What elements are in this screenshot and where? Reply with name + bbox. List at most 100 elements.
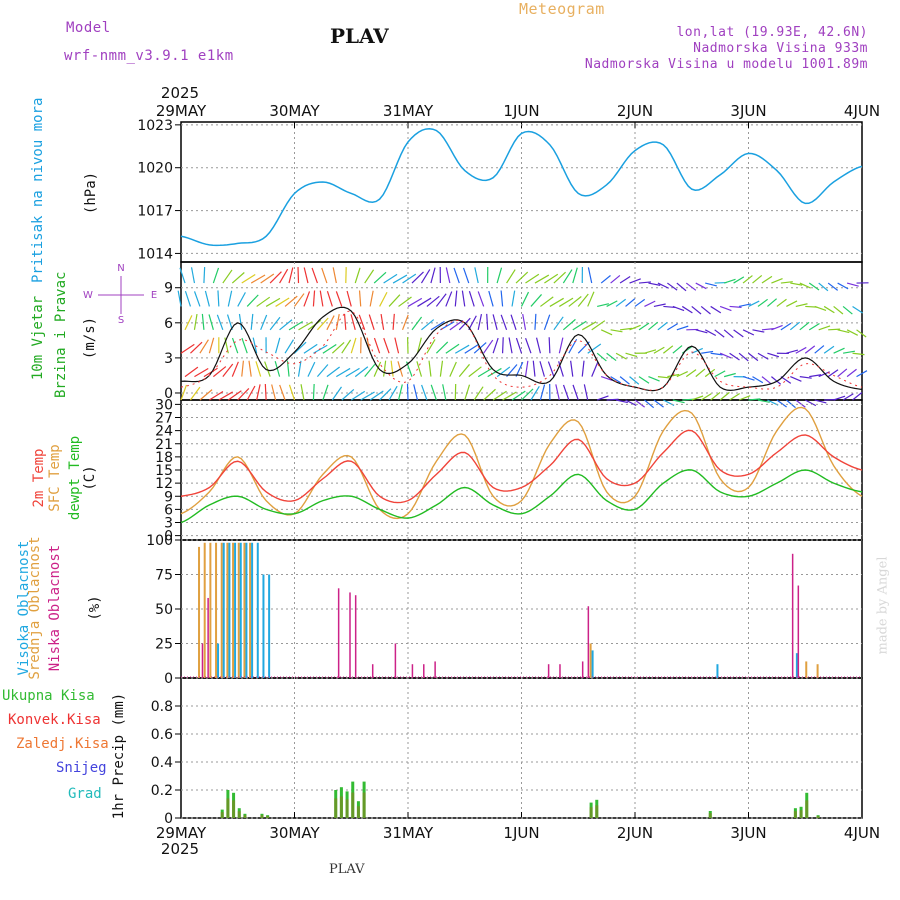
- wind-arrow: [260, 314, 268, 331]
- wind-arrow: [648, 321, 659, 331]
- cloud-bar-high: [245, 542, 248, 678]
- wind-arrow: [458, 363, 470, 377]
- y-tick-label: 100: [146, 533, 173, 549]
- wind-arrow: [515, 337, 523, 354]
- wind-arrow: [468, 366, 482, 378]
- y-tick-label: 6: [164, 502, 173, 518]
- wind-arrow: [458, 317, 471, 331]
- y-tick-label: 12: [155, 476, 173, 492]
- wind-arrow: [454, 290, 458, 307]
- wind-arrow: [487, 367, 502, 378]
- precip-bar-conv: [708, 813, 712, 818]
- wind-arrow: [275, 297, 290, 307]
- wind-arrow: [300, 384, 305, 401]
- wind-arrow: [204, 290, 210, 307]
- wind-arrow: [752, 329, 765, 333]
- wind-arrow: [600, 329, 613, 336]
- wind-arrow: [231, 361, 239, 377]
- wind-arrow: [856, 329, 867, 338]
- wind-arrow: [331, 341, 345, 354]
- time-label-top: 29MAY: [156, 102, 207, 120]
- wind-arrow: [657, 282, 669, 289]
- wind-arrow: [723, 329, 734, 338]
- time-label-bottom: 29MAY: [156, 824, 207, 842]
- wind-arrow: [502, 391, 517, 401]
- cloud-bar-mid: [203, 542, 206, 678]
- wind-arrow: [790, 376, 802, 382]
- precip-bar-conv: [339, 796, 343, 818]
- year-bottom: 2025: [161, 840, 199, 858]
- cloud-bar-low: [559, 664, 561, 678]
- wind-arrow: [462, 267, 470, 284]
- time-label-top: 4JUN: [844, 102, 880, 120]
- wind-arrow: [464, 384, 471, 401]
- y-tick-label: 6: [164, 316, 173, 332]
- wind-arrow: [738, 395, 751, 401]
- cloud-bar-high: [234, 542, 237, 678]
- y-tick-label: 0: [164, 811, 173, 827]
- wind-arrow: [332, 267, 337, 284]
- wind-arrow: [190, 267, 196, 284]
- wind-arrow: [511, 390, 526, 401]
- wind-arrow: [449, 361, 457, 377]
- precip-bar-conv: [805, 800, 809, 818]
- wind-arrow: [615, 352, 627, 360]
- wind-arrow: [723, 372, 736, 378]
- y-tick-label: 75: [155, 568, 173, 584]
- wind-arrow: [587, 343, 602, 354]
- wind-arrow: [534, 313, 537, 330]
- pressure-line: [180, 127, 863, 247]
- time-label-top: 2JUN: [617, 102, 653, 120]
- wind-arrow: [209, 391, 224, 401]
- wind-arrow: [808, 282, 820, 291]
- wind-arrow: [833, 347, 845, 354]
- cloud-bar-low: [394, 643, 397, 678]
- cloud-bar-mid: [209, 542, 212, 678]
- wind-arrow: [714, 329, 725, 338]
- wind-arrow: [508, 337, 513, 354]
- wind-arrow: [250, 274, 266, 284]
- wind-arrow: [260, 273, 275, 284]
- wind-arrow: [568, 296, 582, 307]
- wind-arrow: [729, 392, 740, 401]
- wind-arrow: [453, 267, 460, 284]
- wind-arrow: [515, 271, 529, 284]
- wind-arrow: [852, 392, 863, 401]
- model-label: Model: [66, 20, 111, 36]
- wind-arrow: [818, 325, 831, 331]
- wind-arrow: [464, 344, 479, 354]
- y-tick-label: 0.8: [151, 699, 173, 715]
- wind-arrow: [303, 343, 318, 354]
- wind-arrow: [776, 399, 787, 408]
- wind-arrow: [544, 273, 559, 284]
- precip-bar-conv: [816, 816, 820, 818]
- wind-arrow: [496, 267, 503, 284]
- precip-bar-conv: [345, 799, 349, 818]
- wind-arrow: [297, 360, 302, 377]
- y-tick-label: 25: [155, 637, 173, 653]
- wind-arrow: [827, 282, 839, 291]
- wind-arrow: [539, 361, 545, 377]
- wind-rose-n: N: [117, 263, 124, 274]
- legend-snow: Snijeg: [56, 760, 107, 776]
- precip-bar-conv: [589, 807, 593, 818]
- wind-arrow: [483, 339, 494, 354]
- wind-arrow: [358, 290, 362, 307]
- wind-arrow: [416, 337, 422, 354]
- y-tick-label: 3: [164, 516, 173, 532]
- wind-arrow: [553, 271, 566, 284]
- wind-arrow: [719, 391, 730, 401]
- wind-arrow: [681, 305, 693, 314]
- wind-arrow: [274, 361, 281, 377]
- wind-arrow: [733, 276, 745, 284]
- wind-arrow: [492, 314, 498, 330]
- legend-conv-precip: Konvek.Kisa: [8, 712, 101, 728]
- wind-rose-w: W: [83, 290, 93, 301]
- wind-arrow: [610, 274, 621, 284]
- wind-arrow: [222, 269, 233, 284]
- wind-arrow: [194, 367, 209, 378]
- wind-arrow: [177, 290, 182, 307]
- wind-arrow: [653, 303, 666, 308]
- y-tick-label: 1020: [137, 161, 173, 177]
- wind-arrow: [856, 370, 868, 378]
